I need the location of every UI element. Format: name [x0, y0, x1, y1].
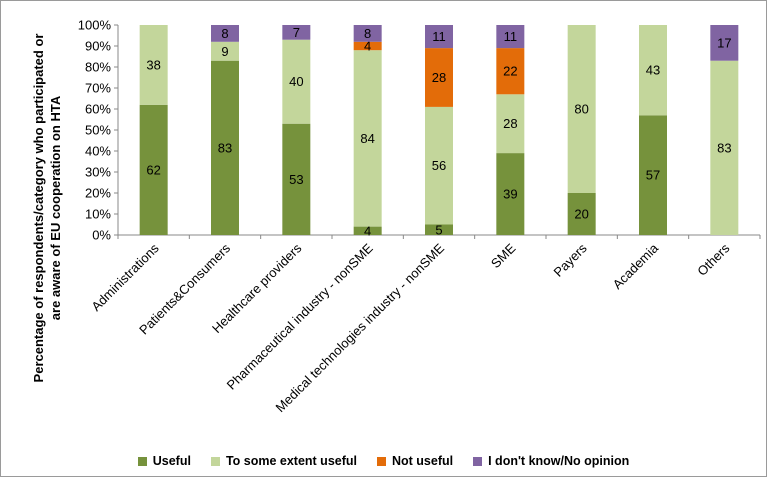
y-tick-label: 100%: [78, 18, 112, 33]
x-tick-label-payers: Payers: [551, 240, 591, 280]
bar-healthcare-providers-to-some-extent-useful: [282, 39, 311, 124]
data-label-patients-consumers-i-don-t-know-no-opinion: 8: [221, 26, 228, 41]
data-label-healthcare-providers-to-some-extent-useful: 40: [289, 74, 303, 89]
bar-patients-consumers-to-some-extent-useful: [211, 41, 239, 61]
bar-others-i-don-t-know-no-opinion: [710, 25, 739, 61]
legend-item-to-some-extent-useful: To some extent useful: [210, 454, 357, 468]
bar-medical-technologies-industry-nonsme-not-useful: [425, 48, 453, 107]
x-tick-label-others: Others: [694, 240, 733, 279]
data-label-academia-to-some-extent-useful: 43: [646, 63, 660, 78]
data-label-patients-consumers-useful: 83: [218, 140, 232, 155]
bar-sme-i-don-t-know-no-opinion: [496, 25, 525, 49]
bar-medical-technologies-industry-nonsme-to-some-extent-useful: [425, 106, 453, 225]
legend-label-not-useful: Not useful: [392, 454, 454, 468]
bar-pharmaceutical-industry-nonsme-i-don-t-know-no-opinion: [353, 25, 382, 42]
bar-pharmaceutical-industry-nonsme-useful: [353, 226, 382, 235]
bar-healthcare-providers-useful: [282, 123, 311, 235]
bar-payers-useful: [567, 193, 596, 235]
y-tick-label: 20%: [85, 186, 111, 201]
y-axis-title-line-1: Percentage of respondents/category who p…: [31, 34, 46, 383]
data-label-administrations-useful: 62: [146, 162, 160, 177]
y-tick-label: 10%: [85, 207, 111, 222]
legend-item-useful: Useful: [137, 454, 191, 468]
bar-patients-consumers-i-don-t-know-no-opinion: [211, 25, 239, 42]
data-label-sme-to-some-extent-useful: 28: [503, 116, 517, 131]
legend-swatch-no-opinion: [473, 456, 483, 466]
y-tick-label: 70%: [85, 81, 111, 96]
data-label-medical-technologies-industry-nonsme-to-some-extent-useful: 56: [432, 158, 446, 173]
data-label-pharmaceutical-industry-nonsme-not-useful: 4: [364, 39, 371, 54]
bar-sme-to-some-extent-useful: [496, 94, 525, 154]
bar-pharmaceutical-industry-nonsme-not-useful: [353, 41, 382, 51]
legend-label-useful: Useful: [152, 454, 191, 468]
data-label-sme-not-useful: 22: [503, 64, 517, 79]
legend-item-not-useful: Not useful: [377, 454, 453, 468]
data-label-medical-technologies-industry-nonsme-not-useful: 28: [432, 70, 446, 85]
y-tick-label: 60%: [85, 102, 111, 117]
data-label-medical-technologies-industry-nonsme-useful: 5: [435, 222, 442, 237]
x-tick-label-administrations: Administrations: [88, 240, 162, 314]
bar-patients-consumers-useful: [211, 60, 239, 236]
data-label-pharmaceutical-industry-nonsme-to-some-extent-useful: 84: [360, 131, 374, 146]
data-label-healthcare-providers-i-don-t-know-no-opinion: 7: [293, 25, 300, 40]
data-label-others-i-don-t-know-no-opinion: 17: [717, 35, 731, 50]
y-tick-label: 30%: [85, 165, 111, 180]
x-tick-label-academia: Academia: [610, 240, 662, 292]
legend-swatch-useful: [137, 456, 147, 466]
bar-pharmaceutical-industry-nonsme-to-some-extent-useful: [353, 50, 382, 227]
legend-label-to-some-extent-useful: To some extent useful: [225, 454, 357, 468]
data-label-healthcare-providers-useful: 53: [289, 172, 303, 187]
y-tick-label: 50%: [85, 123, 111, 138]
y-axis-title-line-2: are aware of EU cooperation on HTA: [48, 95, 63, 320]
bar-sme-not-useful: [496, 48, 525, 95]
x-tick-label-pharmaceutical-industry-nonsme: Pharmaceutical industry - nonSME: [224, 240, 376, 392]
data-label-sme-i-don-t-know-no-opinion: 11: [504, 29, 518, 44]
bar-academia-to-some-extent-useful: [639, 25, 667, 116]
bar-payers-to-some-extent-useful: [567, 25, 596, 193]
data-label-payers-useful: 20: [574, 207, 588, 222]
x-tick-label-sme: SME: [488, 240, 519, 271]
y-tick-label: 90%: [85, 39, 111, 54]
bar-administrations-to-some-extent-useful: [139, 25, 168, 105]
bar-healthcare-providers-i-don-t-know-no-opinion: [282, 25, 311, 40]
y-tick-label: 40%: [85, 144, 111, 159]
legend: Useful To some extent useful Not useful …: [0, 452, 767, 470]
y-tick-label: 0%: [92, 228, 111, 243]
stacked-bar-chart: Percentage of respondents/category who p…: [31, 18, 761, 415]
data-label-payers-to-some-extent-useful: 80: [574, 102, 588, 117]
data-label-academia-useful: 57: [646, 168, 660, 183]
legend-swatch-not-useful: [377, 456, 386, 466]
bar-administrations-useful: [139, 104, 168, 235]
legend-item-no-opinion: I don't know/No opinion: [473, 454, 629, 468]
plot-area: 0% 10% 20% 30% 40% 50% 60% 70% 80% 90% 100% 62 38 Adm…: [78, 18, 761, 415]
data-label-medical-technologies-industry-nonsme-i-don-t-know-no-opinion: 11: [432, 29, 446, 44]
data-label-pharmaceutical-industry-nonsme-i-don-t-know-no-opinion: 8: [364, 26, 371, 41]
data-label-pharmaceutical-industry-nonsme-useful: 4: [364, 223, 371, 238]
legend-swatch-to-some-extent-useful: [210, 456, 220, 466]
bar-sme-useful: [496, 153, 525, 235]
y-tick-label: 80%: [85, 60, 111, 75]
data-label-patients-consumers-to-some-extent-useful: 9: [221, 44, 228, 59]
bar-others-to-some-extent-useful: [710, 60, 739, 236]
legend-label-no-opinion: I don't know/No opinion: [488, 454, 630, 468]
data-label-administrations-to-some-extent-useful: 38: [146, 57, 160, 72]
bar-medical-technologies-industry-nonsme-i-don-t-know-no-opinion: [425, 25, 453, 49]
data-label-sme-useful: 39: [503, 187, 517, 202]
bar-medical-technologies-industry-nonsme-useful: [425, 224, 453, 235]
bar-academia-useful: [639, 115, 667, 235]
data-label-others-to-some-extent-useful: 83: [717, 140, 731, 155]
